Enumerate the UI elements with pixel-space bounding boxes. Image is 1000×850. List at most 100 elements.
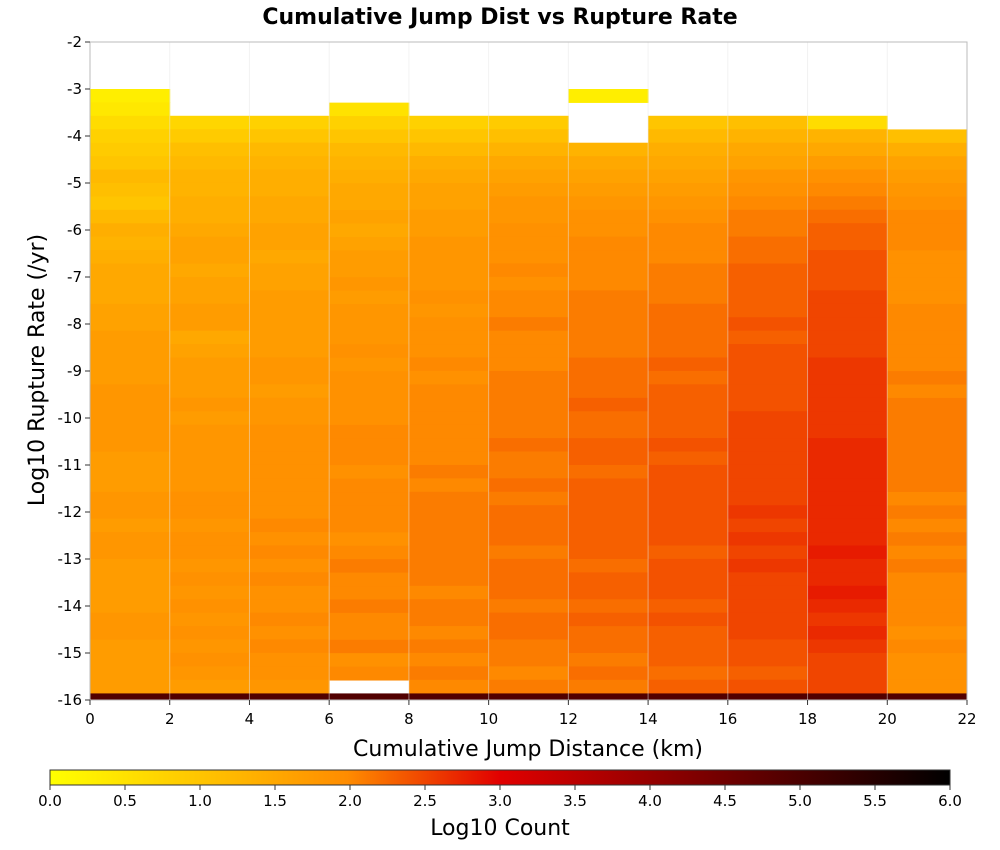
heatmap-cell [887, 545, 968, 560]
heatmap-cell [648, 438, 729, 452]
chart-title: Cumulative Jump Dist vs Rupture Rate [262, 5, 737, 30]
heatmap-cell [887, 438, 968, 453]
heatmap-cell [90, 518, 171, 533]
heatmap-cell [408, 451, 490, 466]
heatmap-cell [408, 545, 490, 560]
heatmap-cell [807, 209, 888, 224]
heatmap-cell [727, 317, 809, 332]
heatmap-cell [169, 585, 250, 600]
heatmap-cell [648, 384, 729, 399]
heatmap-cell [408, 182, 490, 197]
heatmap-cell [807, 612, 888, 627]
heatmap-cell [329, 129, 410, 144]
heatmap-cell [90, 397, 171, 412]
heatmap-cell [727, 518, 809, 533]
y-axis-label: Log10 Rupture Rate (/yr) [25, 234, 50, 506]
heatmap-cell [488, 330, 569, 345]
y-tick-label: -3 [67, 80, 82, 98]
heatmap-cell [329, 411, 410, 426]
heatmap-cell [568, 209, 649, 224]
heatmap-cell [249, 129, 330, 144]
heatmap-cell [807, 666, 888, 681]
heatmap-cell [408, 599, 490, 614]
heatmap-cell [408, 491, 490, 506]
heatmap-cell [568, 666, 649, 681]
heatmap-cell [568, 290, 649, 305]
heatmap-cell [169, 558, 250, 573]
heatmap-cell [807, 491, 888, 506]
heatmap-cell [169, 505, 250, 520]
heatmap-cell [568, 317, 649, 332]
heatmap-cell [568, 344, 649, 359]
y-tick-label: -14 [58, 597, 83, 615]
heatmap-cell [727, 290, 809, 305]
heatmap-cell [568, 491, 649, 506]
heatmap-cell [329, 424, 410, 439]
heatmap-cell [90, 478, 171, 493]
heatmap-cell [727, 263, 809, 278]
x-tick-label: 10 [479, 710, 498, 728]
heatmap-cell [169, 156, 250, 171]
heatmap-cell [329, 102, 410, 117]
heatmap-cell [408, 585, 490, 600]
heatmap-cell [90, 532, 171, 547]
heatmap-cell [90, 115, 171, 130]
heatmap-cell [90, 276, 171, 291]
heatmap-cell [169, 370, 250, 385]
heatmap-cell [568, 558, 649, 573]
heatmap-cell [408, 572, 490, 587]
heatmap-cell [329, 518, 410, 533]
heatmap-cell [887, 478, 968, 493]
heatmap-cell [807, 384, 888, 399]
heatmap-cell [727, 652, 809, 667]
heatmap-cell [329, 196, 410, 211]
x-axis-ticks: 0 2 4 6 8 10 12 14 16 18 20 22 [85, 700, 977, 728]
heatmap-cell [249, 518, 330, 533]
heatmap-cell [807, 263, 888, 278]
heatmap-cell [488, 156, 569, 171]
heatmap-cell [90, 89, 171, 103]
y-tick-label: -10 [58, 409, 83, 427]
heatmap-cell [648, 196, 729, 211]
heatmap-cell [329, 330, 410, 345]
heatmap-cell [807, 411, 888, 426]
heatmap-cell [727, 397, 809, 412]
heatmap-cell [169, 182, 250, 197]
heatmap-cell [807, 478, 888, 493]
heatmap-cell [887, 209, 968, 224]
heatmap-cell [249, 303, 330, 318]
heatmap-cell [648, 545, 729, 560]
heatmap-cell [408, 156, 490, 171]
colorbar-tick-label: 4.0 [638, 792, 662, 810]
heatmap-cell [90, 558, 171, 573]
y-tick-label: -13 [58, 550, 83, 568]
heatmap-cell [887, 330, 968, 345]
heatmap-cell [727, 532, 809, 546]
heatmap-cell [887, 384, 968, 399]
heatmap-cell [488, 585, 569, 600]
heatmap-cell [249, 263, 330, 278]
heatmap-cell [727, 585, 809, 600]
heatmap-cell [169, 303, 250, 318]
x-axis-label: Cumulative Jump Distance (km) [353, 737, 703, 762]
heatmap-cell [727, 626, 809, 640]
heatmap-cell [648, 236, 729, 251]
heatmap-cell [807, 679, 888, 694]
heatmap-cell [90, 169, 171, 184]
heatmap-cell [648, 129, 729, 144]
heatmap-cell [568, 169, 649, 184]
heatmap-cell [568, 505, 649, 520]
heatmap-cell [568, 478, 649, 493]
heatmap-cell [887, 156, 968, 171]
heatmap-cell [648, 397, 729, 412]
heatmap-cell [249, 397, 330, 412]
heatmap-cell [249, 223, 330, 238]
heatmap-cell [568, 303, 649, 318]
heatmap-cell [727, 236, 809, 251]
heatmap-cell [488, 209, 569, 224]
heatmap-cell [329, 357, 410, 372]
heatmap-cell [169, 142, 250, 157]
heatmap-cell [249, 478, 330, 493]
heatmap-cell [249, 666, 330, 681]
